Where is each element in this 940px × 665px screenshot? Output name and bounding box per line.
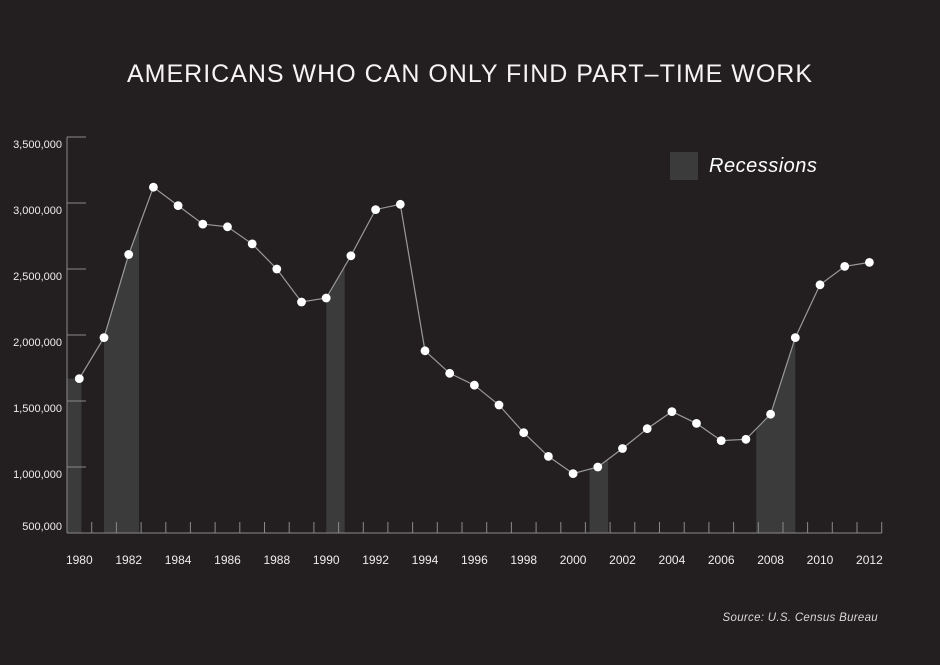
data-point-1990 [321, 293, 331, 303]
x-tick-label: 1980 [66, 553, 93, 567]
data-point-2005 [692, 419, 701, 428]
y-tick-label: 2,500,000 [13, 271, 62, 283]
data-point-1983 [149, 182, 158, 192]
recession-bands [67, 187, 796, 533]
data-point-1997 [494, 400, 504, 410]
data-point-1985 [198, 219, 208, 229]
x-tick-label: 1990 [313, 553, 340, 567]
x-tick-label: 1984 [165, 553, 192, 567]
x-tick-label: 1994 [412, 553, 439, 567]
legend-label: Recessions [709, 154, 818, 177]
data-point-2011 [840, 262, 850, 271]
data-point-1989 [297, 297, 306, 307]
x-tick-label: 2000 [560, 553, 587, 567]
x-tick-label: 2012 [856, 553, 883, 567]
data-point-1995 [445, 368, 455, 378]
data-point-1999 [544, 452, 553, 461]
x-tick-label: 1992 [362, 553, 389, 567]
data-point-2003 [642, 424, 652, 434]
x-tick-label: 1996 [461, 553, 488, 567]
x-tick-label: 2004 [659, 553, 686, 567]
data-point-2012 [865, 258, 874, 267]
data-point-2007 [741, 434, 751, 444]
data-point-2009 [790, 333, 800, 342]
data-point-1988 [272, 264, 282, 274]
data-point-1991 [346, 251, 356, 261]
data-point-1996 [470, 380, 479, 390]
data-point-1994 [420, 346, 430, 356]
data-point-1992 [371, 205, 380, 215]
data-point-1993 [395, 199, 405, 209]
data-point-2010 [815, 280, 825, 290]
y-tick-label: 1,500,000 [13, 403, 62, 415]
legend: Recessions [670, 152, 817, 180]
chart-title: AMERICANS WHO CAN ONLY FIND PART–TIME WO… [126, 59, 814, 88]
y-tick-label: 1,000,000 [13, 469, 62, 481]
data-point-1980 [74, 374, 84, 383]
x-tick-label: 1986 [214, 553, 241, 567]
x-tick-label: 2008 [757, 553, 784, 567]
data-point-2002 [618, 444, 627, 453]
x-tick-label: 1998 [510, 553, 537, 567]
data-point-1987 [247, 239, 257, 249]
y-tick-label: 3,000,000 [13, 205, 62, 217]
y-tick-label: 2,000,000 [13, 337, 62, 349]
data-point-1998 [519, 428, 529, 438]
x-tick-label: 2002 [609, 553, 636, 567]
x-tick-label: 2010 [807, 553, 834, 567]
data-point-1982 [124, 250, 134, 259]
y-tick-label: 3,500,000 [13, 139, 62, 151]
data-point-1986 [223, 222, 232, 232]
legend-swatch-recessions [670, 152, 698, 180]
data-point-1984 [173, 201, 183, 211]
data-point-2001 [593, 462, 603, 472]
x-tick-label: 1988 [263, 553, 290, 567]
x-tick-label: 2006 [708, 553, 735, 567]
source-credit: Source: U.S. Census Bureau [722, 612, 878, 624]
data-point-2008 [766, 409, 775, 419]
y-tick-label: 500,000 [22, 521, 62, 533]
data-line [78, 186, 870, 475]
data-point-1981 [99, 333, 109, 342]
x-tick-label: 1982 [115, 553, 142, 567]
data-point-2004 [667, 407, 677, 416]
data-point-2000 [568, 469, 578, 478]
data-point-2006 [716, 436, 726, 445]
